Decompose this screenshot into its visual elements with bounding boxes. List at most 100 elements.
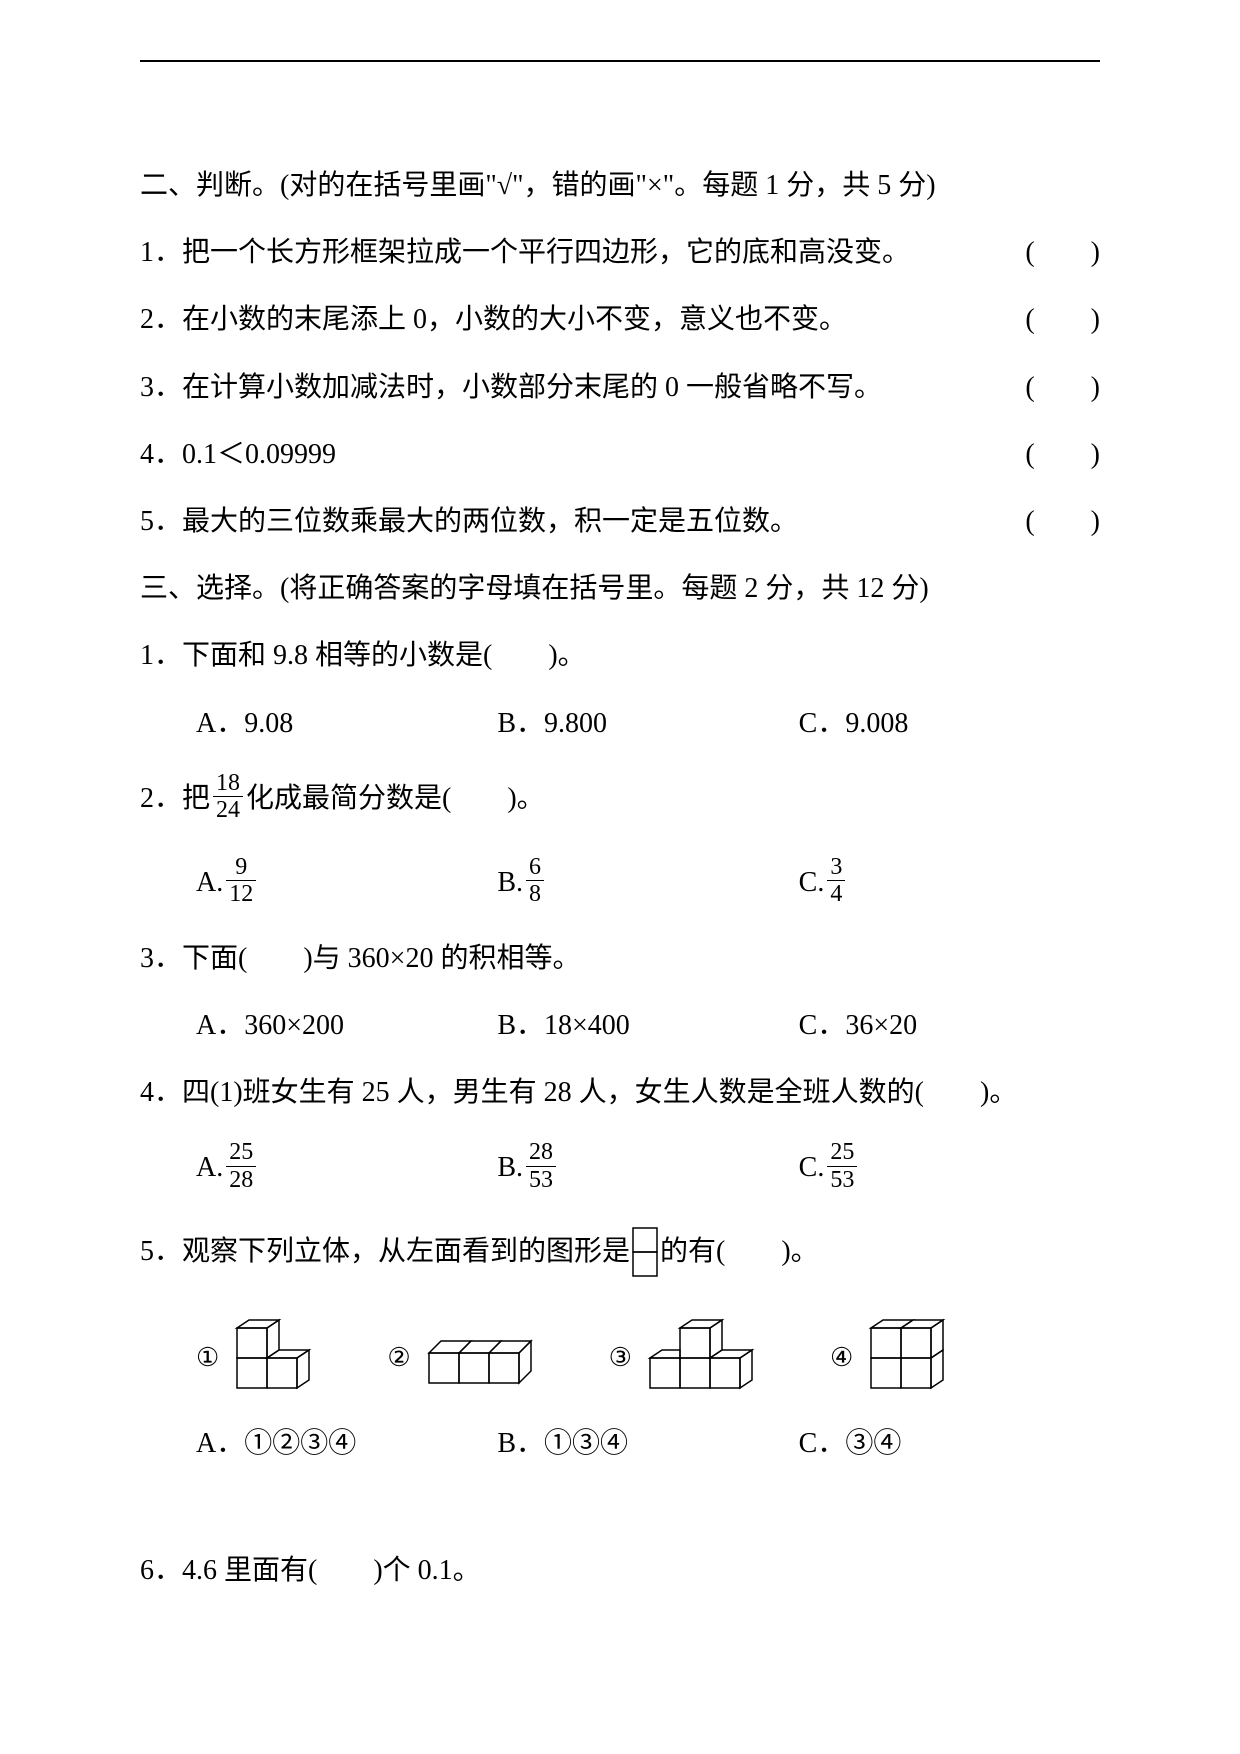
q2-frac-den: 24 (213, 797, 243, 823)
q1-opt-b[interactable]: B．9.800 (497, 690, 798, 757)
q5-stem-pre: 观察下列立体，从左面看到的图形是 (182, 1210, 630, 1294)
q2-frac: 18 24 (213, 770, 243, 824)
q5-shape-1-label: ① (196, 1343, 219, 1373)
s2-item-2-text: 在小数的末尾添上 0，小数的大小不变，意义也不变。 (182, 286, 847, 353)
q4-opt-b[interactable]: B. 28 53 (497, 1126, 798, 1210)
q4-opt-a[interactable]: A. 25 28 (196, 1126, 497, 1210)
s2-item-2-num: 2． (140, 286, 182, 353)
q2-frac-num: 18 (213, 770, 243, 797)
q4-c-frac: 25 53 (827, 1139, 857, 1193)
q4-opt-c[interactable]: C. 25 53 (799, 1126, 1100, 1210)
q2-opt-c[interactable]: C. 3 4 (799, 841, 1100, 925)
q5-inline-shape-icon (630, 1226, 660, 1278)
page-root: 二、判断。(对的在括号里画"√"，错的画"×"。每题 1 分，共 5 分) 1．… (0, 0, 1240, 1754)
q4-c-den: 53 (827, 1167, 857, 1193)
q4-b-label: B. (497, 1126, 523, 1210)
q5-num: 5． (140, 1210, 182, 1294)
s2-item-5-text: 最大的三位数乘最大的两位数，积一定是五位数。 (182, 488, 798, 555)
q1-opt-a[interactable]: A．9.08 (196, 690, 497, 757)
q6-stem: 4.6 里面有( )个 0.1。 (182, 1537, 481, 1604)
q2-a-num: 9 (226, 854, 256, 881)
q4-num: 4． (140, 1059, 182, 1126)
s2-item-5-paren[interactable]: ( ) (1025, 488, 1100, 555)
section3-heading: 三、选择。(将正确答案的字母填在括号里。每题 2 分，共 12 分) (140, 555, 1100, 622)
s2-item-3-paren[interactable]: ( ) (1025, 354, 1100, 421)
q5-shape-1-icon (227, 1318, 337, 1398)
section2-heading: 二、判断。(对的在括号里画"√"，错的画"×"。每题 1 分，共 5 分) (140, 152, 1100, 219)
q4-a-frac: 25 28 (226, 1139, 256, 1193)
q5-stem-post: 的有( )。 (660, 1210, 819, 1294)
q4-c-label: C. (799, 1126, 825, 1210)
q1-num: 1． (140, 622, 182, 689)
q4-a-den: 28 (226, 1167, 256, 1193)
q2-opt-a[interactable]: A. 9 12 (196, 841, 497, 925)
q3-stem: 下面( )与 360×20 的积相等。 (182, 925, 580, 992)
q5-options: A．①②③④ B．①③④ C．③④ (140, 1410, 1100, 1477)
q5-shape-2-label: ② (387, 1343, 410, 1373)
s2-item-3-text: 在计算小数加减法时，小数部分末尾的 0 一般省略不写。 (182, 354, 882, 421)
q2-b-label: B. (497, 841, 523, 925)
q5-shape-2: ② (387, 1323, 558, 1393)
q4-stem-row: 4． 四(1)班女生有 25 人，男生有 28 人，女生人数是全班人数的( )。 (140, 1059, 1100, 1126)
q2-b-den: 8 (526, 881, 544, 907)
q2-stem-row: 2． 把 18 24 化成最简分数是( )。 (140, 757, 1100, 841)
s2-item-1-paren[interactable]: ( ) (1025, 219, 1100, 286)
q2-c-num: 3 (827, 854, 845, 881)
section3-heading-text: 三、选择。(将正确答案的字母填在括号里。每题 2 分，共 12 分) (140, 555, 929, 622)
q1-opt-c[interactable]: C．9.008 (799, 690, 1100, 757)
q5-shape-2-icon (419, 1323, 559, 1393)
q4-a-num: 25 (226, 1139, 256, 1166)
q2-a-frac: 9 12 (226, 854, 256, 908)
q4-stem: 四(1)班女生有 25 人，男生有 28 人，女生人数是全班人数的( )。 (182, 1059, 1017, 1126)
q3-num: 3． (140, 925, 182, 992)
q4-b-den: 53 (526, 1167, 556, 1193)
q4-options: A. 25 28 B. 28 53 C. 25 53 (140, 1126, 1100, 1210)
q2-c-den: 4 (827, 881, 845, 907)
q5-shape-3-label: ③ (609, 1343, 632, 1373)
s2-item-4-num: 4． (140, 421, 182, 488)
q6-num: 6． (140, 1537, 182, 1604)
s2-item-2: 2． 在小数的末尾添上 0，小数的大小不变，意义也不变。 ( ) (140, 286, 1100, 353)
q3-opt-c[interactable]: C．36×20 (799, 992, 1100, 1059)
q1-options: A．9.08 B．9.800 C．9.008 (140, 690, 1100, 757)
s2-item-5: 5． 最大的三位数乘最大的两位数，积一定是五位数。 ( ) (140, 488, 1100, 555)
s2-item-3: 3． 在计算小数加减法时，小数部分末尾的 0 一般省略不写。 ( ) (140, 354, 1100, 421)
s2-item-4-paren[interactable]: ( ) (1025, 421, 1100, 488)
q2-num: 2． (140, 757, 182, 841)
q5-shape-1: ① (196, 1318, 337, 1398)
s2-item-2-paren[interactable]: ( ) (1025, 286, 1100, 353)
q5-opt-c[interactable]: C．③④ (799, 1410, 1100, 1477)
q2-a-label: A. (196, 841, 223, 925)
q3-opt-a[interactable]: A．360×200 (196, 992, 497, 1059)
q2-c-frac: 3 4 (827, 854, 845, 908)
q6-stem-row: 6． 4.6 里面有( )个 0.1。 (140, 1537, 1100, 1604)
q2-c-label: C. (799, 841, 825, 925)
q3-opt-b[interactable]: B．18×400 (497, 992, 798, 1059)
q5-shape-4-label: ④ (830, 1343, 853, 1373)
s2-item-1-num: 1． (140, 219, 182, 286)
q4-b-frac: 28 53 (526, 1139, 556, 1193)
q2-stem-pre: 把 (182, 757, 210, 841)
q2-opt-b[interactable]: B. 6 8 (497, 841, 798, 925)
q4-b-num: 28 (526, 1139, 556, 1166)
q5-opt-a[interactable]: A．①②③④ (196, 1410, 497, 1477)
q2-b-num: 6 (526, 854, 544, 881)
q5-stem-row: 5． 观察下列立体，从左面看到的图形是 的有( )。 (140, 1210, 1100, 1294)
q1-stem-row: 1． 下面和 9.8 相等的小数是( )。 (140, 622, 1100, 689)
q5-shapes-row: ① ② (140, 1318, 1100, 1398)
s2-item-1-text: 把一个长方形框架拉成一个平行四边形，它的底和高没变。 (182, 219, 910, 286)
q1-stem: 下面和 9.8 相等的小数是( )。 (182, 622, 586, 689)
q5-shape-3-icon (640, 1318, 780, 1398)
q5-shape-4: ④ (830, 1318, 981, 1398)
q2-b-frac: 6 8 (526, 854, 544, 908)
q2-a-den: 12 (226, 881, 256, 907)
q2-options: A. 9 12 B. 6 8 C. 3 4 (140, 841, 1100, 925)
q4-a-label: A. (196, 1126, 223, 1210)
q5-shape-3: ③ (609, 1318, 780, 1398)
q3-stem-row: 3． 下面( )与 360×20 的积相等。 (140, 925, 1100, 992)
q5-opt-b[interactable]: B．①③④ (497, 1410, 798, 1477)
s2-item-4-text: 0.1＜0.09999 (182, 421, 336, 488)
q4-c-num: 25 (827, 1139, 857, 1166)
q2-stem-post: 化成最简分数是( )。 (246, 757, 545, 841)
section2-heading-text: 二、判断。(对的在括号里画"√"，错的画"×"。每题 1 分，共 5 分) (140, 152, 936, 219)
